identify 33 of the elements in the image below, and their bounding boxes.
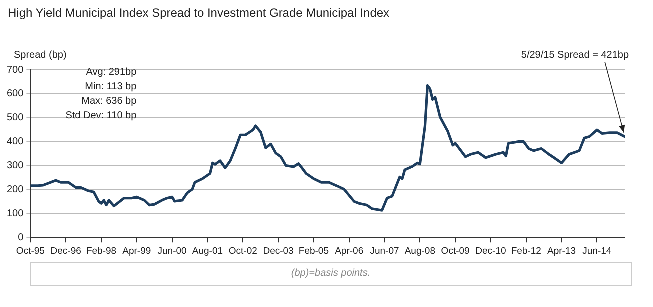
x-tick-label: Oct-09 <box>441 246 470 257</box>
x-tick-label: Dec-03 <box>263 246 294 257</box>
y-tick-label: 400 <box>6 136 24 148</box>
x-tick-label: Apr-13 <box>548 246 576 257</box>
annotation: Std Dev: 110 bp <box>66 110 138 122</box>
y-tick-label: 700 <box>6 64 24 76</box>
x-tick-label: Feb-05 <box>298 246 329 257</box>
y-tick-label: 600 <box>6 88 24 100</box>
y-axis-title: Spread (bp) <box>14 50 67 61</box>
y-tick-label: 0 <box>18 232 24 244</box>
x-tick-label: Aug-08 <box>404 246 436 257</box>
chart-title: High Yield Municipal Index Spread to Investment Grade Municipal Index <box>8 6 390 20</box>
x-tick-label: Jun-14 <box>582 246 612 257</box>
x-tick-label: Feb-12 <box>511 246 542 257</box>
x-tick-label: Dec-96 <box>50 246 82 257</box>
x-tick-label: Apr-06 <box>335 246 364 257</box>
x-tick-label: Jun-07 <box>370 246 400 257</box>
x-tick-label: Aug-01 <box>192 246 224 257</box>
y-tick-label: 100 <box>6 208 24 220</box>
x-tick-label: Dec-10 <box>476 246 506 257</box>
annotation: Min: 113 bp <box>85 81 138 92</box>
y-tick-label: 300 <box>6 160 24 172</box>
annotation: 5/29/15 Spread = 421bp <box>521 50 630 61</box>
x-tick-label: Oct-95 <box>16 246 45 257</box>
annotation: Max: 636 bp <box>82 96 138 107</box>
y-tick-label: 500 <box>6 112 24 124</box>
text: (bp)=basis points. <box>30 262 632 286</box>
y-tick-label: 200 <box>6 184 24 196</box>
x-tick-label: Apr-99 <box>122 246 152 257</box>
x-tick-label: Feb-98 <box>86 246 117 257</box>
x-tick-label: Oct-02 <box>228 246 258 257</box>
annotation: Avg: 291bp <box>86 66 138 78</box>
x-tick-label: Jun-00 <box>158 246 187 257</box>
